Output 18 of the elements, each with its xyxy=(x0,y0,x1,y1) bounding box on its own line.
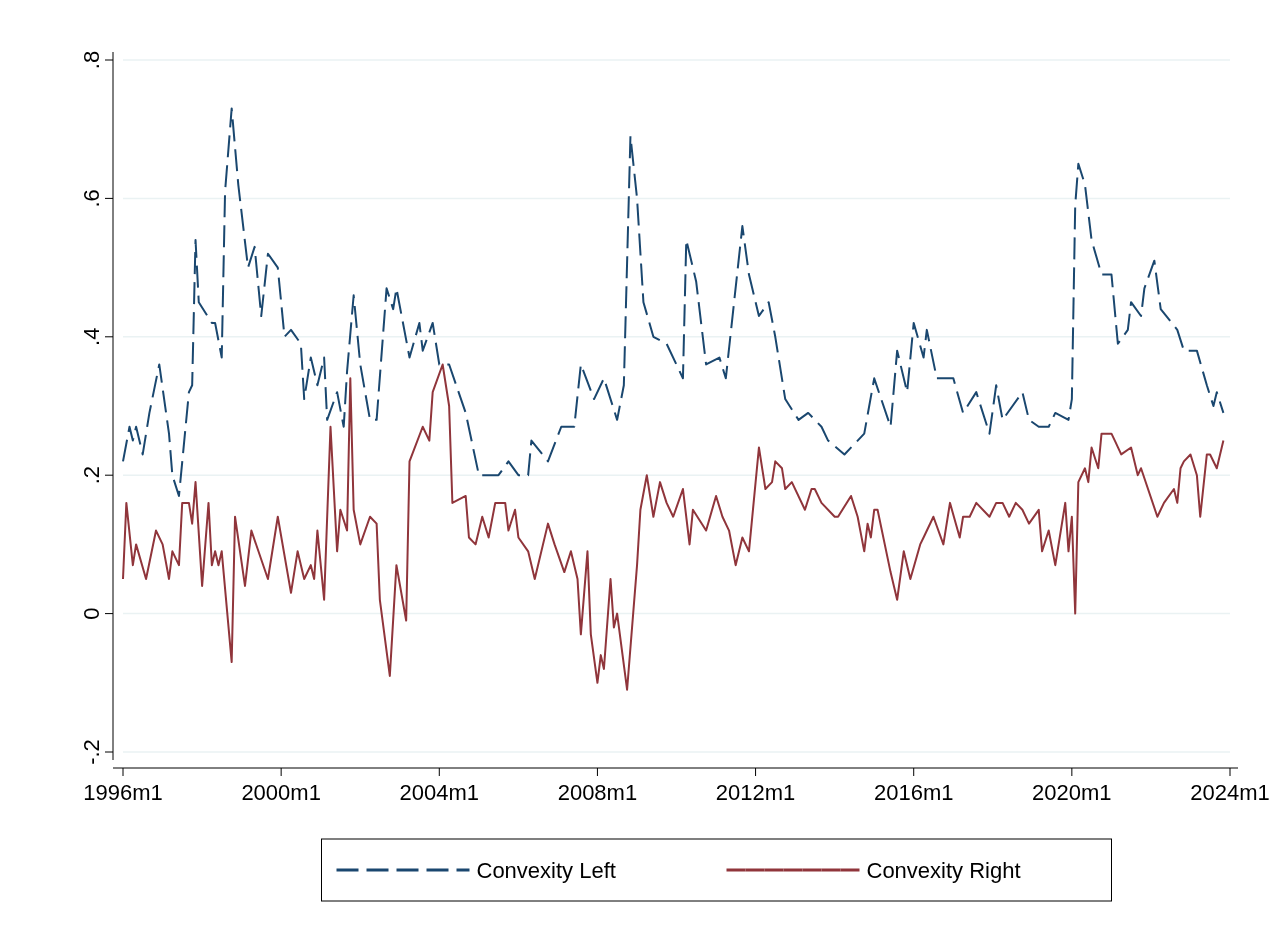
x-tick-label: 2008m1 xyxy=(557,780,638,805)
x-tick-label: 1996m1 xyxy=(83,780,163,805)
y-tick-label: .4 xyxy=(79,327,104,346)
x-tick-label: 2020m1 xyxy=(1032,780,1112,805)
y-tick-label: .6 xyxy=(79,189,104,208)
legend-label: Convexity Right xyxy=(866,858,1021,883)
legend-label: Convexity Left xyxy=(476,858,616,883)
y-tick-label: .8 xyxy=(79,50,104,70)
line-series xyxy=(122,107,1225,497)
x-tick-label: 2024m1 xyxy=(1190,780,1270,805)
x-tick-label: 2012m1 xyxy=(715,780,796,805)
y-tick-label: -.2 xyxy=(79,739,104,765)
x-tick-label: 2004m1 xyxy=(399,780,480,805)
x-tick-label: 2000m1 xyxy=(241,780,321,805)
y-tick-label: .2 xyxy=(79,466,104,485)
x-tick-label: 2016m1 xyxy=(873,780,954,805)
line-series xyxy=(122,363,1225,691)
y-tick-label: 0 xyxy=(79,607,104,620)
